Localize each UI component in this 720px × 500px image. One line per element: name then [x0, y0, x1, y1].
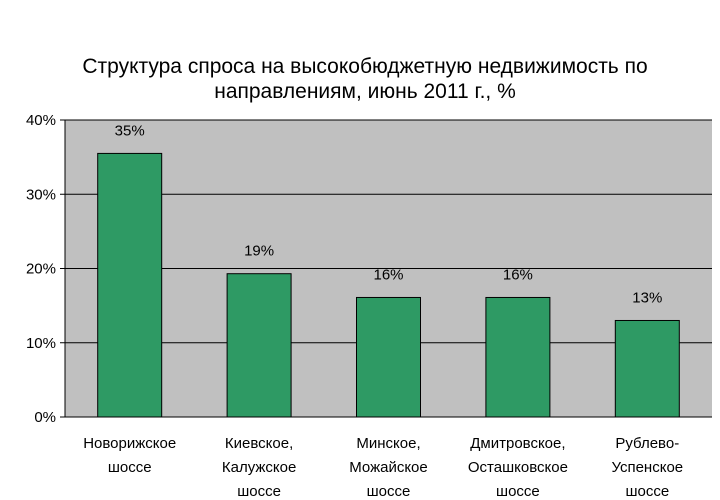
category-label: шоссе [237, 483, 281, 500]
category-label: Минское, [356, 435, 420, 452]
bar [485, 296, 551, 418]
category-labels: Новорижское шоссе Киевское, Калужское шоссе М… [83, 435, 683, 500]
y-tick-label: 30% [26, 186, 56, 203]
data-label: 13% [632, 289, 662, 306]
data-label: 16% [503, 266, 533, 283]
data-label: 19% [244, 243, 274, 260]
category-label: Рублево- [615, 435, 679, 452]
category-label: Успенское [611, 459, 683, 476]
category-label: шоссе [108, 459, 152, 476]
category-label: шоссе [367, 483, 411, 500]
category-label: Новорижское [83, 435, 176, 452]
y-tick-label: 20% [26, 261, 56, 278]
y-tick-label: 10% [26, 335, 56, 352]
data-label: 35% [115, 122, 145, 139]
chart-title-line-2: направлениям, июнь 2011 г., % [214, 80, 516, 103]
bars [97, 152, 680, 418]
category-label: Киевское, [225, 435, 293, 452]
category-label: шоссе [496, 483, 540, 500]
bar [97, 152, 163, 418]
y-tick-label: 0% [34, 409, 56, 426]
bar [614, 319, 680, 418]
chart-title-line-1: Структура спроса на высокобюджетную недв… [82, 55, 647, 78]
y-axis-ticks: 0% 10% 20% 30% 40% [26, 112, 65, 426]
bar [356, 296, 421, 418]
y-tick-label: 40% [26, 112, 56, 129]
data-labels: 35% 19% 16% 16% 13% [115, 122, 663, 306]
bar [226, 273, 292, 418]
category-label: Калужское [222, 459, 296, 476]
category-label: шоссе [625, 483, 669, 500]
category-label: Дмитровское, [470, 435, 565, 452]
category-label: Осташковское [468, 459, 568, 476]
category-label: Можайское [349, 459, 428, 476]
data-label: 16% [373, 266, 403, 283]
gridlines [65, 119, 712, 344]
